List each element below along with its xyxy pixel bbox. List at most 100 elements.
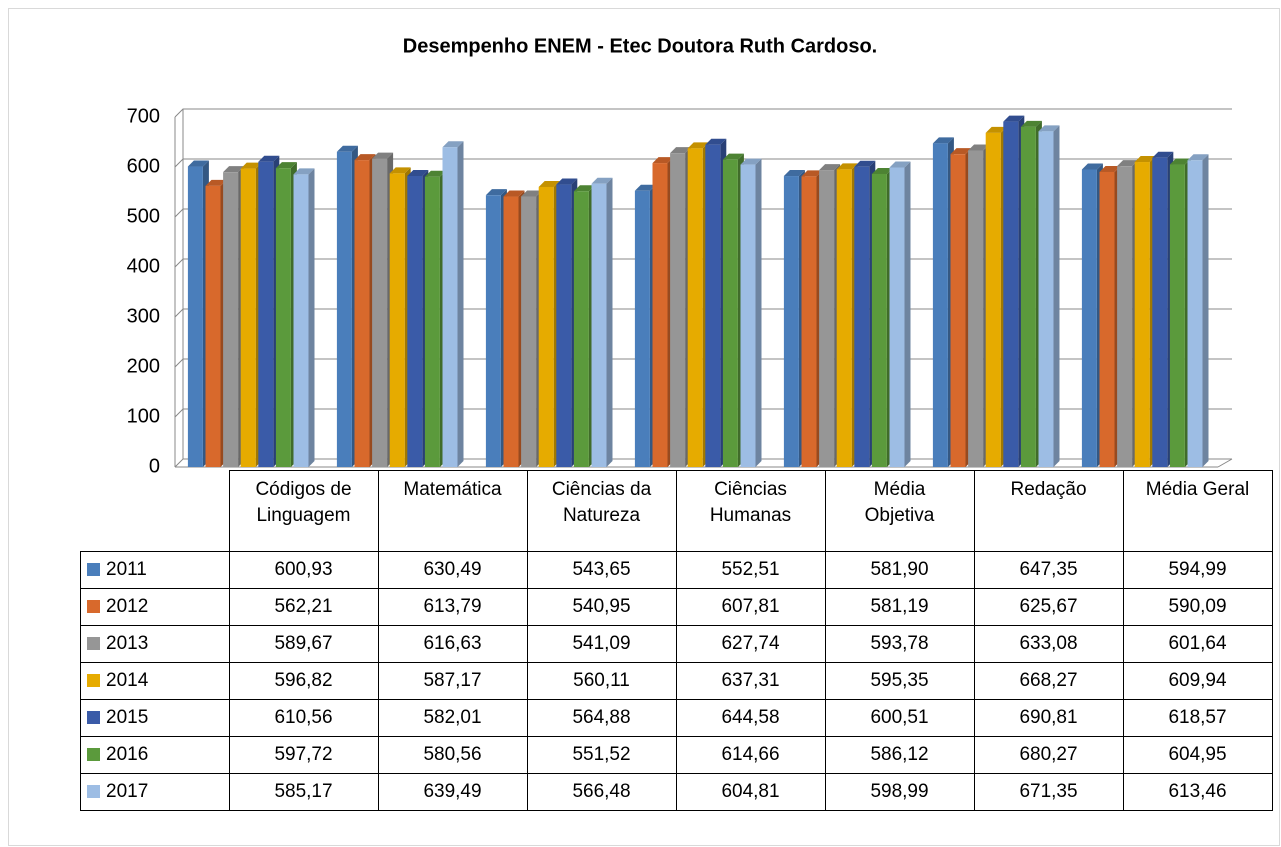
value-cell: 587,17 bbox=[377, 662, 528, 700]
value-cell: 562,21 bbox=[228, 588, 379, 626]
bar-top bbox=[1081, 163, 1103, 170]
bar-top bbox=[1020, 120, 1042, 127]
bar-top bbox=[932, 137, 954, 144]
value-cell: 581,19 bbox=[824, 588, 975, 626]
bar-top bbox=[336, 145, 358, 152]
bar-side bbox=[606, 177, 613, 467]
value-cell: 637,31 bbox=[675, 662, 826, 700]
bar bbox=[1020, 126, 1036, 468]
value-cell: 610,56 bbox=[228, 699, 379, 737]
bar bbox=[985, 132, 1001, 468]
value-cell: 582,01 bbox=[377, 699, 528, 737]
value-cell: 614,66 bbox=[675, 736, 826, 774]
legend-swatch bbox=[87, 600, 100, 613]
bar bbox=[783, 176, 799, 468]
legend-swatch bbox=[87, 637, 100, 650]
chart-border bbox=[8, 8, 1280, 846]
bar bbox=[372, 158, 388, 467]
bar-top bbox=[968, 144, 990, 151]
bar-top bbox=[389, 167, 411, 174]
bar bbox=[485, 195, 501, 468]
value-cell: 600,51 bbox=[824, 699, 975, 737]
bar-top bbox=[783, 170, 805, 177]
bar bbox=[705, 144, 721, 467]
y-tick-label: 0 bbox=[149, 455, 160, 477]
floor-edge bbox=[1217, 458, 1233, 468]
x-tick-label: Ciências da Natureza bbox=[551, 479, 652, 526]
value-cell: 647,35 bbox=[973, 551, 1124, 589]
value-cell: 690,81 bbox=[973, 699, 1124, 737]
legend-label: 2016 bbox=[106, 744, 149, 765]
bar bbox=[187, 166, 203, 467]
value-cell: 613,46 bbox=[1122, 773, 1273, 811]
legend-label: 2012 bbox=[106, 596, 149, 617]
legend-swatch bbox=[87, 748, 100, 761]
bar-top bbox=[889, 161, 911, 168]
bar bbox=[240, 168, 256, 467]
bar-top bbox=[503, 190, 525, 197]
bar bbox=[819, 170, 835, 468]
category-cell: Ciências Humanas bbox=[675, 470, 826, 552]
bar bbox=[1169, 164, 1185, 467]
bar-top bbox=[670, 147, 692, 154]
legend-label: 2017 bbox=[106, 781, 149, 802]
bar-top bbox=[407, 169, 429, 176]
value-cell: 590,09 bbox=[1122, 588, 1273, 626]
legend-swatch bbox=[87, 785, 100, 798]
value-cell: 594,99 bbox=[1122, 551, 1273, 589]
bar bbox=[1152, 157, 1168, 467]
value-cell: 541,09 bbox=[526, 625, 677, 663]
data-row: 2011 600,93 630,49 543,65 552,51 581,90 647,35… bbox=[80, 551, 1273, 589]
bar bbox=[389, 173, 405, 468]
bar bbox=[740, 164, 756, 467]
bar bbox=[889, 167, 905, 467]
bar bbox=[521, 196, 537, 467]
value-cell: 600,93 bbox=[228, 551, 379, 589]
bar bbox=[1187, 160, 1203, 467]
category-cell: Códigos de Linguagem bbox=[228, 470, 379, 552]
y-tick-label: 300 bbox=[127, 305, 160, 327]
bar bbox=[1003, 121, 1019, 467]
value-cell: 540,95 bbox=[526, 588, 677, 626]
data-row: 2016 597,72 580,56 551,52 614,66 586,12 680,27… bbox=[80, 736, 1273, 774]
value-cell: 668,27 bbox=[973, 662, 1124, 700]
value-cell: 595,35 bbox=[824, 662, 975, 700]
data-row: 2013 589,67 616,63 541,09 627,74 593,78 633,08… bbox=[80, 625, 1273, 663]
legend-swatch bbox=[87, 563, 100, 576]
legend-swatch bbox=[87, 674, 100, 687]
bar-top bbox=[275, 162, 297, 169]
bar-top bbox=[1169, 158, 1191, 165]
bar-top bbox=[819, 164, 841, 171]
bar-top bbox=[521, 190, 543, 197]
bar-top bbox=[258, 155, 280, 162]
bar-side bbox=[1053, 125, 1060, 467]
bar bbox=[670, 153, 686, 467]
bar bbox=[854, 166, 870, 467]
value-cell: 580,56 bbox=[377, 736, 528, 774]
bar-top bbox=[591, 177, 613, 184]
value-cell: 639,49 bbox=[377, 773, 528, 811]
legend-cell: 2014 bbox=[80, 662, 230, 700]
bar bbox=[1081, 169, 1097, 467]
bar-side bbox=[755, 158, 762, 467]
bar-top bbox=[1187, 154, 1209, 161]
bar bbox=[836, 169, 852, 467]
x-tick-label: Matemática bbox=[403, 479, 502, 500]
bar bbox=[950, 154, 966, 468]
data-table: Códigos de Linguagem Matemática Ciências d… bbox=[80, 470, 1273, 811]
bar-top bbox=[722, 153, 744, 160]
bar-side bbox=[904, 161, 911, 467]
bar bbox=[722, 159, 738, 468]
category-cell: Redação bbox=[973, 470, 1124, 552]
data-row: 2015 610,56 582,01 564,88 644,58 600,51 690,81… bbox=[80, 699, 1273, 737]
bar bbox=[538, 186, 554, 467]
bar bbox=[1117, 166, 1133, 467]
category-cell: Média Geral bbox=[1122, 470, 1273, 552]
bar bbox=[293, 174, 309, 468]
legend-cell: 2011 bbox=[80, 551, 230, 589]
bar-top bbox=[687, 142, 709, 149]
bar-top bbox=[836, 163, 858, 170]
bar bbox=[258, 161, 274, 467]
legend-cell: 2017 bbox=[80, 773, 230, 811]
